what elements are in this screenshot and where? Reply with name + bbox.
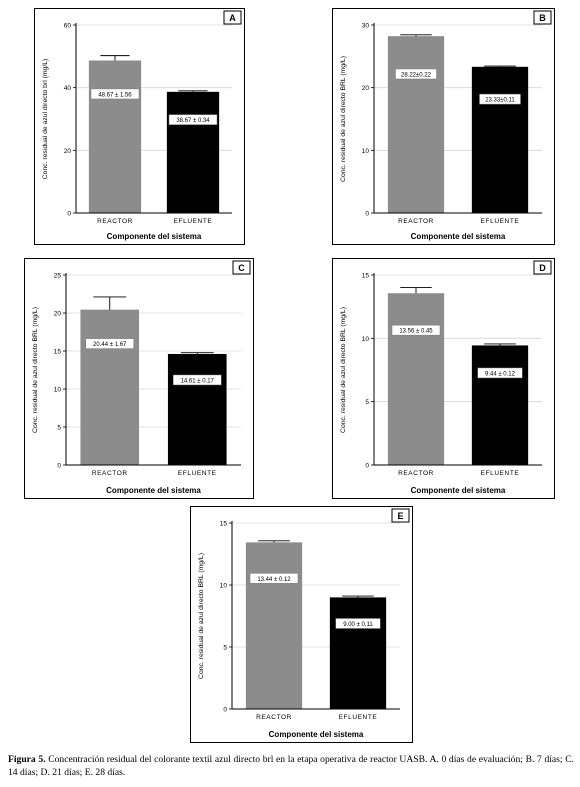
caption-text: Concentración residual del colorante tex… <box>8 754 575 778</box>
data-label: 9.00 ± 0.11 <box>343 622 373 628</box>
data-label-box <box>479 93 521 105</box>
chart-panel-b: 0 10 20 30 28.22±0.22 REACTOR 23.33±0.11 EFLUEN… <box>332 8 555 245</box>
panel-letter-box <box>533 260 552 275</box>
y-axis-title: Conc. residual de azul directo BRL (mg/L… <box>32 307 39 433</box>
x-axis-title: Componente del sistema <box>269 730 364 739</box>
data-label: 13.44 ± 0.12 <box>257 577 291 583</box>
x-category-label: REACTOR <box>97 218 133 225</box>
panel-letter: C <box>238 263 245 273</box>
data-label-box <box>173 374 222 386</box>
x-category-label: EFLUENTE <box>178 470 217 477</box>
bar-reactor <box>88 60 142 213</box>
bar-efluente <box>167 353 227 465</box>
y-tick-label: 5 <box>365 399 369 406</box>
data-label: 48.67 ± 1.56 <box>98 92 132 98</box>
panel-letter-box <box>533 10 552 25</box>
data-label: 14.61 ± 0.17 <box>181 378 215 384</box>
data-label: 38.67 ± 0.34 <box>176 118 210 124</box>
data-label: 23.33±0.11 <box>485 98 515 104</box>
panel-letter: A <box>229 13 236 23</box>
y-tick-label: 40 <box>64 85 72 92</box>
y-axis-title: Conc. residual de azul directo BRL (mg/L… <box>340 307 347 433</box>
bar-chart: 0 5 10 15 13.44 ± 0.12 REACTOR 9.00 ± 0.11 EFLU… <box>198 508 410 739</box>
bar-reactor <box>387 36 445 214</box>
y-tick-label: 0 <box>365 463 369 470</box>
y-tick-label: 10 <box>54 387 62 394</box>
chart-panel-a: 0 20 40 60 48.67 ± 1.56 REACTOR 38.67 ± 0.34 EF… <box>34 8 245 245</box>
data-label: 13.56 ± 0.45 <box>399 329 433 335</box>
y-tick-label: 15 <box>54 349 62 356</box>
caption-lead: Figura 5. <box>8 754 46 765</box>
chart-panel-e: 0 5 10 15 13.44 ± 0.12 REACTOR 9.00 ± 0.11 EFLU… <box>190 506 413 743</box>
bar-chart: 0 5 10 15 20 25 20.44 ± 1.67 REACTOR 14.61 ± 0.1… <box>32 260 251 495</box>
x-axis-title: Componente del sistema <box>107 232 202 241</box>
panel-letter: D <box>539 263 546 273</box>
data-label-box <box>168 114 218 125</box>
y-tick-label: 25 <box>54 273 62 280</box>
y-tick-label: 0 <box>67 211 71 218</box>
x-axis-title: Componente del sistema <box>106 486 201 495</box>
data-label: 9.44 ± 0.12 <box>485 371 516 377</box>
x-category-label: REACTOR <box>256 714 292 721</box>
y-tick-label: 0 <box>57 463 61 470</box>
chart-panel-c: 0 5 10 15 20 25 20.44 ± 1.67 REACTOR 14.61 ± 0.1… <box>24 258 254 499</box>
data-label: 28.22±0.22 <box>401 72 432 78</box>
data-label-box <box>249 573 299 584</box>
x-category-label: EFLUENTE <box>481 470 520 477</box>
y-tick-label: 20 <box>64 148 72 155</box>
panel-letter: B <box>539 13 546 23</box>
bar-reactor <box>245 542 303 709</box>
y-tick-label: 5 <box>223 645 227 652</box>
x-category-label: REACTOR <box>92 470 128 477</box>
y-tick-label: 0 <box>365 211 369 218</box>
bar-efluente <box>166 91 220 213</box>
y-tick-label: 0 <box>223 707 227 714</box>
panel-letter-box <box>391 508 410 523</box>
x-category-label: REACTOR <box>398 470 434 477</box>
y-tick-label: 20 <box>362 85 370 92</box>
data-label-box <box>395 68 437 80</box>
panel-letter: E <box>397 511 403 521</box>
y-tick-label: 60 <box>64 23 72 30</box>
x-category-label: EFLUENTE <box>339 714 378 721</box>
y-tick-label: 20 <box>54 311 62 318</box>
x-category-label: EFLUENTE <box>174 218 213 225</box>
bar-reactor <box>80 309 140 465</box>
y-tick-label: 15 <box>220 521 228 528</box>
bar-chart: 0 10 20 30 28.22±0.22 REACTOR 23.33±0.11 EFLUEN… <box>340 10 552 241</box>
y-tick-label: 10 <box>362 336 370 343</box>
x-category-label: EFLUENTE <box>481 218 520 225</box>
bar-chart: 0 20 40 60 48.67 ± 1.56 REACTOR 38.67 ± 0.34 EF… <box>42 10 242 241</box>
y-tick-label: 10 <box>220 583 228 590</box>
panel-letter-box <box>232 260 251 275</box>
y-tick-label: 30 <box>362 23 370 30</box>
data-label: 20.44 ± 1.67 <box>93 342 127 348</box>
y-axis-title: Conc. residual de azul directo brl (mg/L… <box>42 59 49 180</box>
x-category-label: REACTOR <box>398 218 434 225</box>
data-label-box <box>477 367 523 379</box>
data-label-box <box>85 338 134 349</box>
data-label-box <box>391 324 441 336</box>
x-axis-title: Componente del sistema <box>411 486 506 495</box>
data-label-box <box>335 618 381 629</box>
y-axis-title: Conc. residual de azul directo BRL (mg/L… <box>340 56 347 182</box>
bar-chart: 0 5 10 15 13.56 ± 0.45 REACTOR 9.44 ± 0.12 EFLU… <box>340 260 552 495</box>
chart-panel-d: 0 5 10 15 13.56 ± 0.45 REACTOR 9.44 ± 0.12 EFLU… <box>332 258 555 499</box>
bar-efluente <box>471 345 529 465</box>
bar-efluente <box>471 66 529 213</box>
figure-caption: Figura 5. Concentración residual del col… <box>8 753 574 779</box>
y-tick-label: 10 <box>362 148 370 155</box>
x-axis-title: Componente del sistema <box>411 232 506 241</box>
data-label-box <box>90 88 140 100</box>
bar-efluente <box>329 597 387 709</box>
panel-letter-box <box>223 10 242 25</box>
y-tick-label: 5 <box>57 425 61 432</box>
y-tick-label: 15 <box>362 273 370 280</box>
bar-reactor <box>387 293 445 465</box>
y-axis-title: Conc. residual de azul directo BRL (mg/L… <box>198 553 205 679</box>
